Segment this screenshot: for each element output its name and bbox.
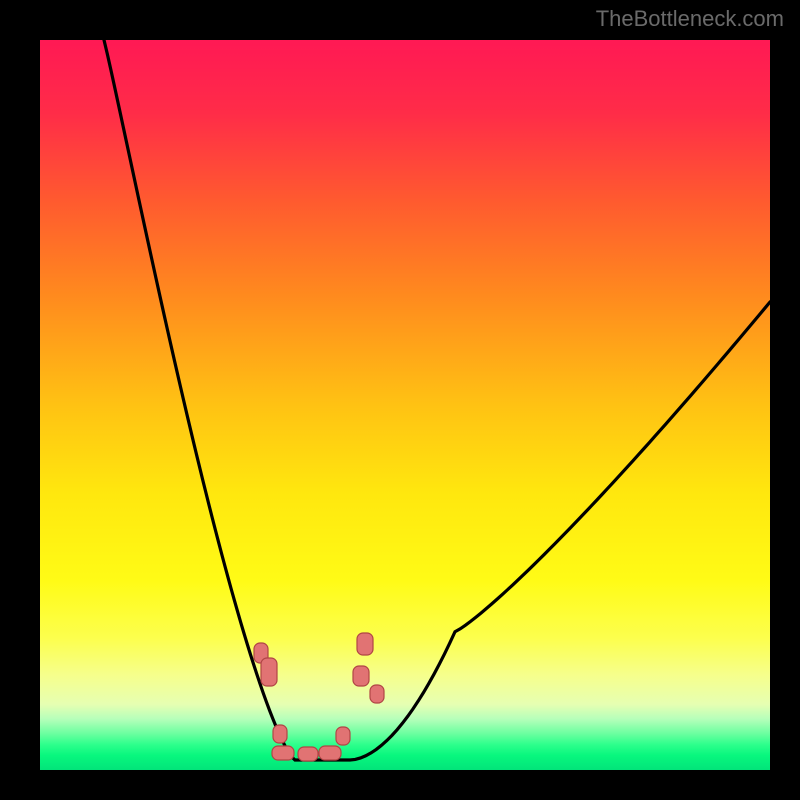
data-marker [273,725,287,743]
data-marker [298,747,318,761]
data-marker [319,746,341,760]
data-marker [370,685,384,703]
data-marker [272,746,294,760]
data-marker [353,666,369,686]
chart-plot-area [40,40,770,770]
data-marker [261,658,277,686]
watermark-text: TheBottleneck.com [596,6,784,32]
data-marker [336,727,350,745]
data-marker [357,633,373,655]
chart-svg [40,40,770,770]
chart-background [40,40,770,770]
